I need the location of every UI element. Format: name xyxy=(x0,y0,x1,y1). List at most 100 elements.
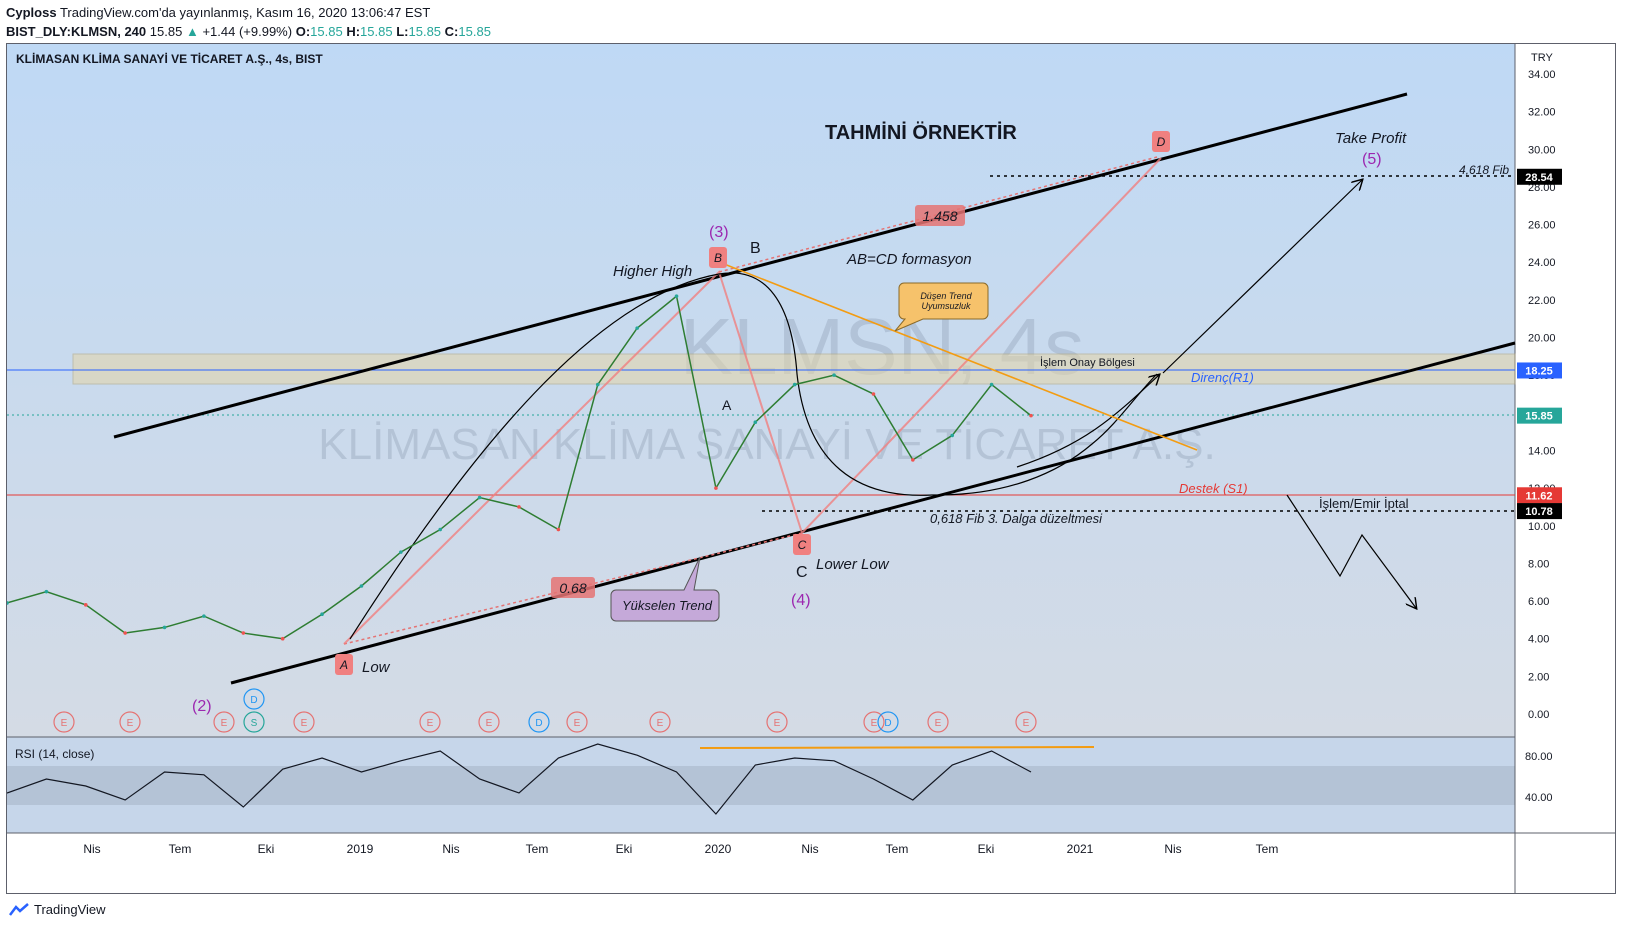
event-marker[interactable] xyxy=(927,711,949,733)
price-point xyxy=(202,614,206,618)
chart-frame[interactable]: KLİMASAN KLİMA SANAYİ VE TİCARET A.Ş., 4… xyxy=(6,43,1616,894)
event-marker[interactable] xyxy=(478,711,500,733)
price-point xyxy=(7,601,9,605)
tradingview-text: TradingView xyxy=(34,902,106,917)
take-profit-label: Take Profit xyxy=(1335,130,1407,147)
point-a-box xyxy=(335,654,353,675)
rsi-series[interactable] xyxy=(7,743,1032,815)
chart-title: KLİMASAN KLİMA SANAYİ VE TİCARET A.Ş., 4… xyxy=(16,51,323,66)
price-badge-label: 11.62 xyxy=(1526,490,1553,502)
low-label: Low xyxy=(362,659,391,676)
event-marker-label: E xyxy=(574,718,581,729)
lower-channel-line[interactable] xyxy=(230,341,1516,685)
time-tick: Tem xyxy=(886,842,909,856)
event-marker-label: D xyxy=(250,695,257,706)
event-marker[interactable] xyxy=(528,711,550,733)
destek-label: Destek (S1) xyxy=(1179,481,1248,496)
rsi-divergence-line[interactable] xyxy=(699,746,1095,749)
price-badge xyxy=(1517,503,1562,520)
point-c: C xyxy=(798,538,807,552)
time-tick: 2021 xyxy=(1067,842,1094,856)
event-marker-label: E xyxy=(657,718,664,729)
time-tick: Eki xyxy=(258,842,275,856)
price-point xyxy=(911,458,915,462)
event-marker-label: E xyxy=(1023,718,1030,729)
event-marker[interactable] xyxy=(877,711,899,733)
price-tick: 8.00 xyxy=(1528,558,1549,570)
event-marker[interactable] xyxy=(243,688,265,710)
price-tick: 0.00 xyxy=(1528,709,1549,721)
event-marker-label: E xyxy=(221,718,228,729)
price-axis[interactable]: 34.00 32.00 30.00 28.00 26.00 24.00 22.00 20.00… xyxy=(1517,69,1562,721)
price-point xyxy=(832,373,836,377)
price-tick: 6.00 xyxy=(1528,596,1549,608)
fib4618-label: 4,618 Fib xyxy=(1459,163,1509,177)
onay-label: İşlem Onay Bölgesi xyxy=(1040,356,1135,369)
price-badge xyxy=(1517,362,1562,379)
event-marker[interactable] xyxy=(53,711,75,733)
time-tick: Tem xyxy=(526,842,549,856)
price-badge-label: 28.54 xyxy=(1525,172,1553,184)
price-tick: 28.00 xyxy=(1528,182,1556,194)
tradingview-logo[interactable]: TradingView xyxy=(8,902,106,917)
event-markers[interactable]: E E E E E E D E E E E D E EDS xyxy=(53,688,1037,733)
event-marker[interactable] xyxy=(1015,711,1037,733)
price-badge xyxy=(1517,168,1562,185)
upper-channel-line[interactable] xyxy=(113,92,1408,439)
fib618-label: 0,618 Fib 3. Dalga düzeltmesi xyxy=(930,511,1103,526)
rsi-line[interactable] xyxy=(7,743,1032,815)
price-tick: 14.00 xyxy=(1528,445,1556,457)
onay-zone[interactable] xyxy=(72,353,1516,385)
price-tick: 30.00 xyxy=(1528,144,1556,156)
time-tick: 2020 xyxy=(705,842,732,856)
cup-curve xyxy=(349,272,1158,640)
direnc-label: Direnç(R1) xyxy=(1191,370,1254,385)
ratio-1458: 1.458 xyxy=(922,208,957,224)
price-series[interactable] xyxy=(7,294,1033,641)
price-badge-label: 15.85 xyxy=(1525,411,1553,423)
price-badge-label: 10.78 xyxy=(1525,506,1553,518)
ratio-068-box xyxy=(551,577,595,598)
yukselen-callout[interactable]: Yükselen Trend xyxy=(610,556,720,622)
point-b-box xyxy=(709,247,727,268)
event-marker[interactable] xyxy=(766,711,788,733)
lower-low-label: Lower Low xyxy=(816,556,890,573)
low-label: L: xyxy=(396,24,409,39)
price-point xyxy=(517,505,521,509)
event-marker[interactable] xyxy=(863,711,885,733)
target-arrow-r1 xyxy=(1016,375,1159,468)
event-marker[interactable] xyxy=(649,711,671,733)
event-marker[interactable] xyxy=(119,711,141,733)
abcd-zigzag[interactable] xyxy=(343,157,1162,645)
falling-trend-line[interactable] xyxy=(718,261,1198,451)
event-marker[interactable] xyxy=(293,711,315,733)
event-marker-label: E xyxy=(935,718,942,729)
time-tick: Tem xyxy=(169,842,192,856)
chart-svg[interactable]: KLİMASAN KLİMA SANAYİ VE TİCARET A.Ş., 4… xyxy=(7,44,1616,894)
time-tick: Eki xyxy=(616,842,633,856)
rsi-label: RSI (14, close) xyxy=(15,747,94,761)
event-marker[interactable] xyxy=(213,711,235,733)
symbol[interactable]: BIST_DLY:KLMSN, 240 xyxy=(6,24,147,39)
rsi-band xyxy=(7,766,1515,805)
point-b: B xyxy=(714,251,722,265)
event-marker-label: D xyxy=(535,718,542,729)
event-marker[interactable] xyxy=(419,711,441,733)
event-marker[interactable] xyxy=(243,711,265,733)
price-point xyxy=(792,382,797,387)
price-point xyxy=(320,612,324,617)
point-c-box xyxy=(793,534,811,555)
price-point xyxy=(595,382,600,387)
event-marker[interactable] xyxy=(566,711,588,733)
price-point xyxy=(241,631,246,635)
dusen-label-2: Uyumsuzluk xyxy=(921,301,971,311)
price-tick: 22.00 xyxy=(1528,295,1556,307)
time-axis[interactable]: Nis Tem Eki 2019 Nis Tem Eki 2020 Nis Tem Eki 2021 N… xyxy=(83,842,1278,856)
time-tick: Nis xyxy=(801,842,818,856)
open-value: 15.85 xyxy=(310,24,343,39)
published-line: TradingView.com'da yayınlanmış, Kasım 16… xyxy=(59,5,431,20)
close-label: C: xyxy=(444,24,459,39)
dusen-callout[interactable]: Düşen Trend Uyumsuzluk xyxy=(894,282,989,332)
price-point xyxy=(674,294,679,298)
price-point xyxy=(714,486,718,490)
